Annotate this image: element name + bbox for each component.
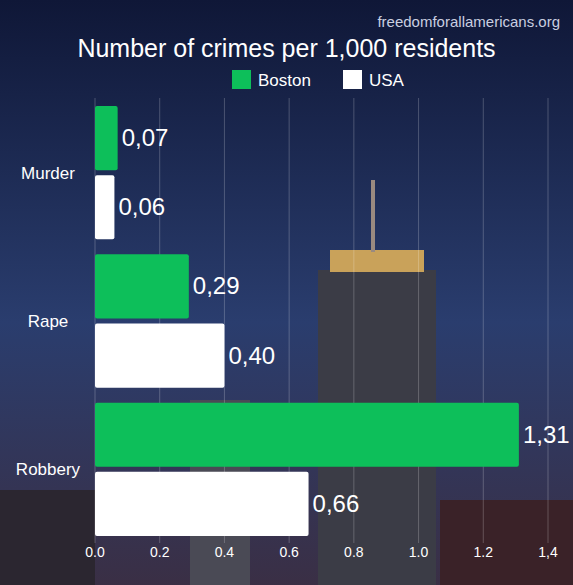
tick-label: 1,4 [538, 544, 558, 560]
legend: Boston USA [232, 70, 405, 90]
data-label: 0,40 [228, 342, 275, 369]
legend-swatch [232, 70, 251, 89]
tick-label: 0.6 [279, 544, 299, 560]
data-label: 0,06 [118, 193, 165, 220]
data-labels: 0,07 0,06 0,29 0,40 1,31 0,66 [118, 124, 569, 517]
bar [95, 324, 224, 388]
tower-mast [371, 180, 375, 252]
tick-label: 1.0 [409, 544, 429, 560]
tick-label: 1.2 [474, 544, 494, 560]
legend-label: USA [369, 71, 405, 90]
data-label: 0,66 [313, 490, 360, 517]
tick-label: 0.4 [215, 544, 235, 560]
grid-line [418, 98, 419, 543]
legend-label: Boston [258, 71, 311, 90]
grid-line [548, 98, 549, 543]
x-axis: 0.0 0.2 0.4 0.6 0.8 1.0 1.2 1,4 [85, 98, 558, 560]
tick-label: 0.2 [150, 544, 170, 560]
legend-swatch [343, 70, 362, 89]
category-label: Robbery [16, 460, 81, 479]
chart: freedomforallamericans.org Number of crim… [0, 0, 573, 585]
bar [95, 254, 189, 318]
bar [95, 175, 114, 239]
category-label: Rape [28, 312, 69, 331]
grid-line [353, 98, 354, 543]
data-label: 0,07 [122, 124, 169, 151]
tick-label: 0.8 [344, 544, 364, 560]
building [440, 500, 573, 585]
tick-label: 0.0 [85, 544, 105, 560]
category-label: Murder [21, 164, 75, 183]
tower-crown [330, 250, 424, 272]
skyline [0, 180, 573, 585]
grid-line [483, 98, 484, 543]
title: Number of crimes per 1,000 residents [77, 34, 495, 62]
bar [95, 106, 118, 170]
bar [95, 403, 519, 467]
building [0, 490, 95, 585]
bar [95, 472, 309, 536]
data-label: 0,29 [193, 272, 240, 299]
background [0, 0, 573, 585]
data-label: 1,31 [523, 421, 570, 448]
bars [95, 106, 519, 536]
source: freedomforallamericans.org [377, 13, 560, 30]
page: {"chart_data": { "type": "bar", "orienta… [0, 0, 573, 585]
y-axis: Murder Rape Robbery [16, 164, 81, 480]
